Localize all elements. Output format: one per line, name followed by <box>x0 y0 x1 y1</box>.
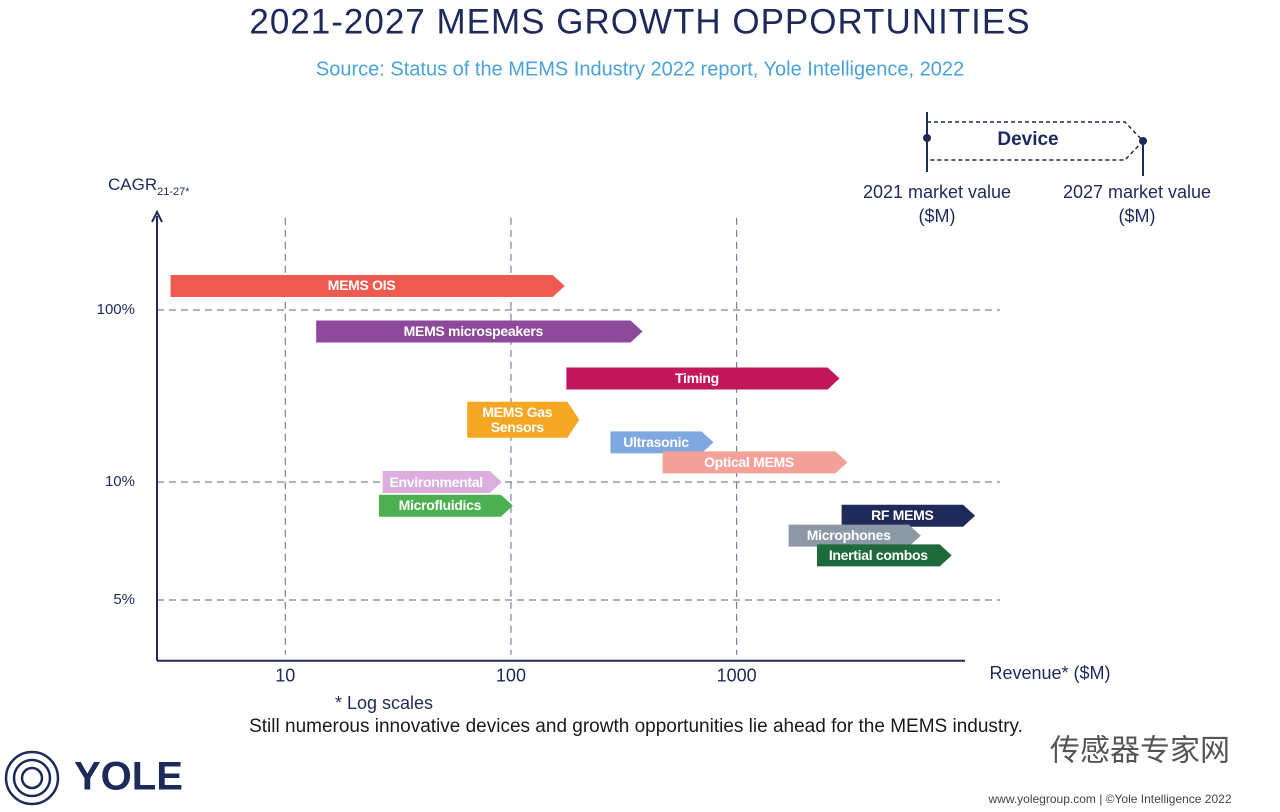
y-tick-label: 10% <box>105 473 135 490</box>
y-axis-arrow <box>151 209 163 223</box>
legend-start-dot <box>923 134 931 142</box>
logo <box>4 750 60 806</box>
legend-end-label: 2027 market value ($M) <box>1062 182 1212 226</box>
y-axis-title-main: CAGR <box>108 175 157 194</box>
footnote: * Log scales <box>335 693 433 713</box>
legend-title: Device <box>997 129 1058 150</box>
bar-label: RF MEMS <box>871 507 934 524</box>
range-bar <box>841 504 976 527</box>
range-bar <box>467 401 580 438</box>
footer: www.yolegroup.com | ©Yole Intelligence 2… <box>988 792 1232 806</box>
bar-label: Inertial combos <box>828 546 928 563</box>
legend-end: 2027 market value ($M) <box>1062 182 1212 226</box>
logo-ring <box>4 750 60 806</box>
logo-ring <box>20 766 44 790</box>
y-axis-title-sub: 21-27* <box>157 186 190 198</box>
range-bar <box>816 544 952 567</box>
caption: Still numerous innovative devices and gr… <box>249 716 1023 737</box>
range-bar <box>610 431 714 454</box>
bar-label: MEMS Gas Sensors <box>482 403 553 435</box>
y-tick-label: 5% <box>113 591 135 608</box>
range-bar <box>382 471 502 493</box>
y-tick-label: 100% <box>97 301 135 318</box>
range-bar <box>566 367 840 390</box>
bar-label: MEMS OIS <box>327 277 396 294</box>
legend-end-dot <box>1139 137 1147 145</box>
x-tick-label: 100 <box>496 665 526 685</box>
range-bar <box>662 451 848 474</box>
x-axis-title: Revenue* ($M) <box>989 663 1110 683</box>
logo-ring <box>12 758 52 798</box>
chart-title: 2021-2027 MEMS GROWTH OPPORTUNITIES <box>249 2 1030 41</box>
bar-label: Microfluidics <box>398 497 482 514</box>
chart-subtitle: Source: Status of the MEMS Industry 2022… <box>316 58 964 80</box>
legend-start: 2021 market value ($M) <box>862 182 1012 226</box>
y-axis-title: CAGR21-27* <box>108 175 190 197</box>
range-bar <box>378 494 513 517</box>
x-tick-label: 10 <box>275 665 295 685</box>
bar-label: Optical MEMS <box>704 453 794 470</box>
bar-label: Timing <box>675 369 719 386</box>
legend-start-label: 2021 market value ($M) <box>862 182 1012 226</box>
range-bar <box>316 320 643 343</box>
legend: Device 2021 market value ($M) 2027 marke… <box>862 112 1212 226</box>
bar-label: Microphones <box>806 527 891 544</box>
range-bar <box>170 274 565 297</box>
bar-label: Ultrasonic <box>623 433 689 450</box>
range-bar <box>788 524 921 547</box>
x-tick-label: 1000 <box>717 665 757 685</box>
bar-label: MEMS microspeakers <box>403 322 544 339</box>
watermark: 传感器专家网 <box>1050 734 1230 769</box>
bar-label: Environmental <box>389 473 484 490</box>
logo-text: YOLE <box>74 755 183 799</box>
